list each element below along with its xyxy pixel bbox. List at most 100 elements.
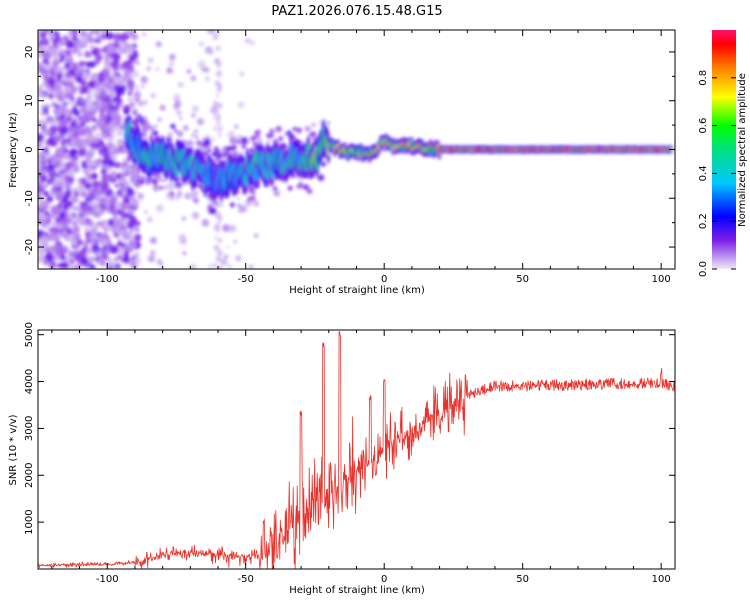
heatmap-noise-cell: [296, 184, 301, 190]
heatmap-noise-cell: [38, 243, 41, 247]
snr-panel: -100 -50 0 50 100 1000 2000 3000 4000 5000 Height…: [8, 322, 676, 596]
heatmap-noise-cell: [63, 101, 68, 106]
heatmap-noise-cell: [137, 115, 141, 119]
heatmap-noise-cell: [107, 257, 112, 261]
heatmap-noise-cell: [103, 172, 107, 176]
heatmap-noise-cell: [77, 51, 83, 58]
heatmap-noise-cell: [217, 61, 222, 66]
heatmap-noise-cell: [80, 178, 88, 185]
heatmap-noise-cell: [53, 43, 59, 49]
heatmap-noise-cell: [131, 198, 140, 207]
heatmap-noise-cell: [119, 147, 127, 154]
heatmap-noise-cell: [94, 205, 102, 213]
heatmap-noise-cell: [106, 45, 115, 54]
heatmap-noise-cell: [80, 99, 86, 104]
heatmap-noise-cell: [70, 229, 76, 235]
heatmap-noise-cell: [85, 128, 93, 136]
heatmap-noise-cell: [39, 44, 46, 51]
heatmap-noise-cell: [95, 60, 100, 65]
heatmap-noise-cell: [56, 217, 61, 222]
heatmap-noise-cell: [53, 83, 62, 92]
heatmap-noise-cell: [51, 181, 59, 188]
heatmap-noise-cell: [304, 125, 311, 132]
heatmap-noise-cell: [123, 180, 130, 187]
heatmap-noise-cell: [104, 165, 112, 172]
x-tick-label: 50: [516, 574, 529, 585]
heatmap-noise-cell: [82, 121, 86, 125]
heatmap-noise-cell: [95, 162, 101, 168]
heatmap-noise-cell: [211, 138, 215, 142]
heatmap-noise-cell: [239, 71, 245, 77]
heatmap-noise-cell: [92, 125, 96, 129]
spectrogram-ylabel: Frequency (Hz): [8, 112, 19, 188]
heatmap-noise-cell: [57, 108, 66, 117]
heatmap-noise-cell: [299, 182, 303, 186]
heatmap-noise-cell: [299, 184, 305, 189]
heatmap-noise-cell: [207, 204, 213, 210]
heatmap-noise-cell: [116, 190, 122, 196]
heatmap-noise-cell: [92, 136, 100, 144]
colorbar-tick-label: 0.8: [698, 70, 709, 86]
heatmap-noise-cell: [38, 230, 43, 239]
heatmap-noise-cell: [133, 90, 142, 99]
heatmap-noise-cell: [70, 188, 76, 194]
heatmap-noise-cell: [85, 219, 94, 227]
heatmap-noise-cell: [134, 190, 138, 194]
heatmap-noise-cell: [56, 94, 65, 102]
heatmap-noise-cell: [227, 264, 232, 269]
heatmap-noise-cell: [74, 215, 82, 223]
heatmap-noise-cell: [105, 141, 115, 151]
heatmap-noise-cell: [89, 200, 97, 207]
heatmap-noise-cell: [170, 123, 176, 129]
heatmap-noise-cell: [140, 126, 147, 134]
heatmap-noise-cell: [193, 197, 200, 204]
heatmap-noise-cell: [71, 67, 75, 72]
heatmap-noise-cell: [95, 188, 103, 196]
heatmap-noise-cell: [43, 191, 50, 197]
heatmap-noise-cell: [88, 147, 96, 155]
heatmap-noise-cell: [67, 30, 73, 36]
x-tick-label: -50: [238, 274, 254, 285]
heatmap-noise-cell: [214, 236, 218, 240]
heatmap-noise-cell: [106, 263, 110, 268]
heatmap-noise-cell: [45, 115, 53, 123]
heatmap-noise-cell: [132, 111, 136, 115]
heatmap-noise-cell: [132, 70, 140, 78]
heatmap-noise-cell: [95, 104, 103, 112]
heatmap-noise-cell: [56, 180, 65, 189]
heatmap-noise-cell: [89, 45, 95, 50]
heatmap-noise-cell: [129, 229, 133, 233]
heatmap-noise-cell: [216, 32, 220, 36]
heatmap-noise-cell: [157, 117, 162, 122]
heatmap-noise-cell: [248, 185, 255, 192]
heatmap-noise-cell: [147, 57, 154, 64]
heatmap-noise-cell: [41, 223, 47, 229]
heatmap-noise-cell: [216, 114, 221, 118]
heatmap-noise-cell: [214, 200, 218, 205]
heatmap-noise-cell: [178, 233, 186, 242]
heatmap-noise-cell: [311, 122, 316, 128]
heatmap-noise-cell: [40, 37, 50, 47]
heatmap-noise-cell: [43, 147, 48, 153]
heatmap-noise-cell: [41, 112, 45, 116]
heatmap-noise-cell: [131, 105, 136, 109]
heatmap-noise-cell: [149, 237, 157, 244]
heatmap-noise-cell: [95, 213, 101, 219]
heatmap-noise-cell: [211, 151, 216, 157]
heatmap-noise-cell: [79, 219, 85, 225]
heatmap-noise-cell: [110, 245, 119, 254]
heatmap-noise-cell: [114, 114, 123, 123]
heatmap-noise-cell: [130, 97, 134, 100]
heatmap-noise-cell: [236, 139, 240, 144]
heatmap-noise-cell: [254, 130, 259, 135]
heatmap-noise-cell: [156, 259, 163, 265]
heatmap-noise-cell: [216, 121, 221, 126]
heatmap-noise-cell: [217, 126, 223, 132]
heatmap-noise-cell: [84, 182, 92, 190]
heatmap-noise-cell: [119, 89, 126, 95]
heatmap-noise-cell: [90, 258, 95, 262]
heatmap-noise-cell: [38, 177, 41, 182]
heatmap-noise-cell: [79, 60, 85, 67]
heatmap-noise-cell: [86, 174, 92, 180]
heatmap-noise-cell: [38, 204, 41, 209]
